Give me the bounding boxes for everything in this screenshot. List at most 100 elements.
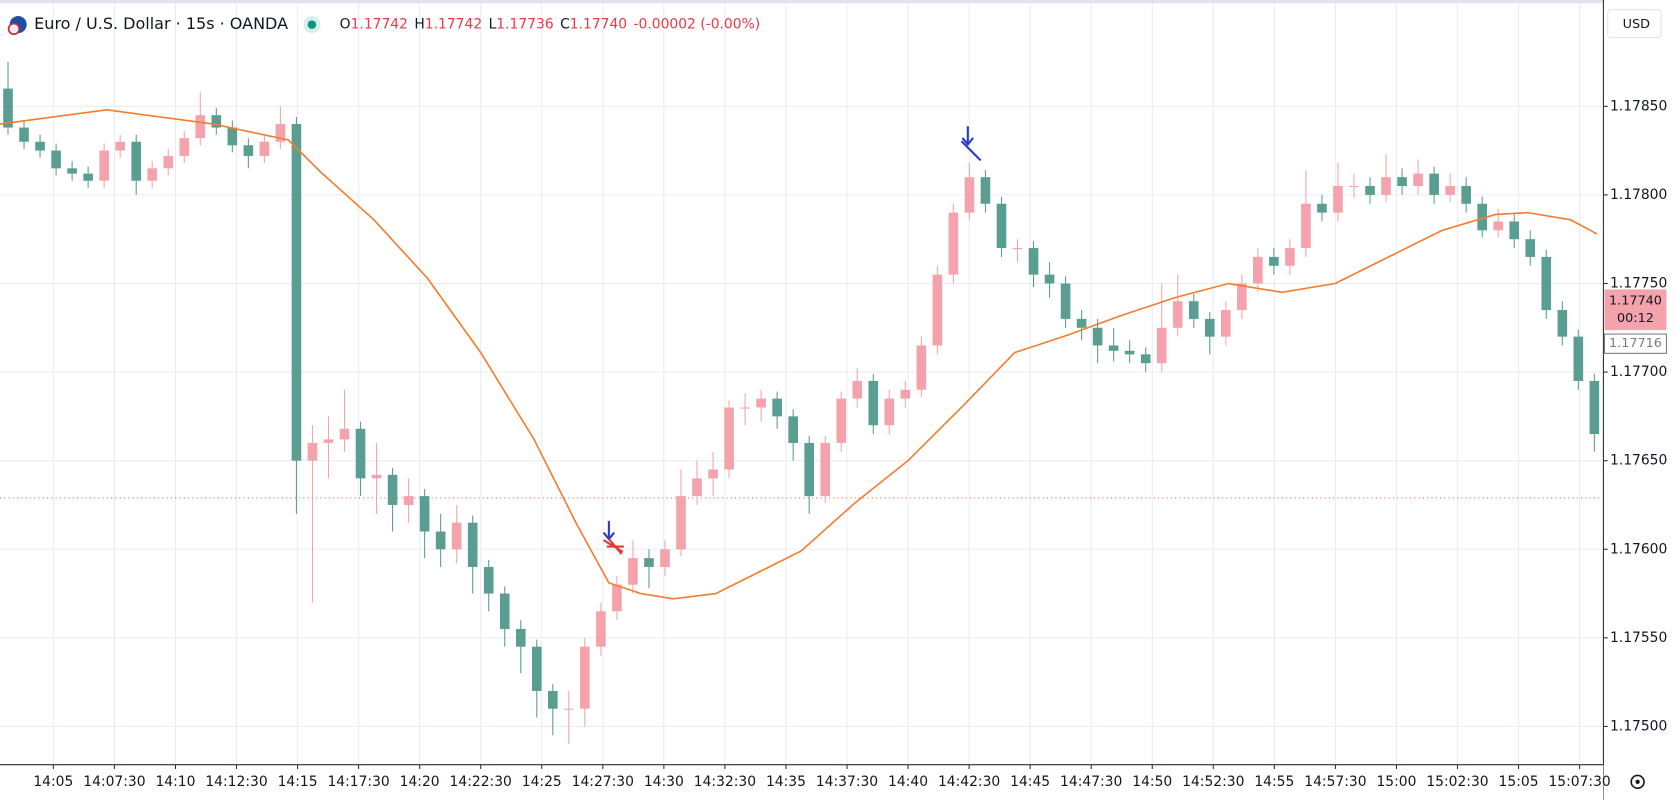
grid (0, 0, 1603, 764)
settings-icon[interactable] (1630, 774, 1645, 790)
y-tick-label: 1.17650 (1610, 453, 1667, 469)
candle-body (1365, 186, 1375, 195)
x-tick-label: 14:12:30 (205, 774, 267, 790)
candle-body (692, 478, 702, 497)
candle-body (740, 407, 750, 409)
ohlc-legend: O1.17742 H1.17742 L1.17736 C1.17740 -0.00002… (340, 17, 760, 33)
candle-body (708, 469, 718, 479)
candle-body (1060, 283, 1071, 319)
candle-body (1124, 350, 1135, 355)
axes: 1.17500 1.17550 1.17600 1.17650 1.17700 1.177… (33, 98, 1667, 790)
candle-body (1076, 318, 1087, 328)
candle-body (531, 646, 542, 691)
legend-key: C (560, 17, 570, 33)
candle-body (243, 145, 254, 156)
candle-body (916, 345, 927, 390)
legend-key: L (489, 17, 497, 33)
candle-body (371, 474, 382, 479)
candle-body (195, 115, 206, 139)
candle-body (724, 407, 734, 470)
legend-key: H (414, 17, 424, 33)
x-tick-label: 15:02:30 (1426, 774, 1488, 790)
x-tick-label: 14:55 (1254, 774, 1294, 790)
arrow-down (960, 126, 982, 162)
last-price-label: 1.17740 (1609, 294, 1662, 309)
x-tick-label: 14:57:30 (1304, 774, 1366, 790)
candle-body (35, 141, 45, 151)
candle-body (660, 549, 670, 567)
candle-body (355, 428, 366, 479)
candle-body (259, 141, 270, 156)
legend-value: 1.17742 (351, 17, 408, 33)
y-tick-label: 1.17500 (1610, 718, 1667, 734)
x-tick-label: 14:32:30 (694, 774, 756, 790)
x-tick-label: 14:52:30 (1182, 774, 1244, 790)
candle-body (1525, 239, 1536, 257)
candle-body (644, 558, 654, 567)
candle-body (147, 168, 158, 181)
candle-body (1557, 310, 1568, 337)
candle-body (628, 558, 638, 585)
alert-price-label: 1.17716 (1609, 336, 1662, 351)
x-tick-label: 14:50 (1132, 774, 1172, 790)
candle-body (1044, 274, 1055, 284)
candle-body (83, 173, 93, 181)
candle-body (1541, 256, 1552, 311)
candle-body (307, 442, 318, 461)
price-axis (1603, 0, 1675, 800)
x-tick-label: 14:10 (155, 774, 195, 790)
candle-body (451, 522, 462, 550)
candle-body (788, 416, 798, 443)
candle-body (515, 628, 526, 647)
currency-button[interactable] (1607, 9, 1662, 38)
candle-body (275, 124, 286, 142)
candle-body (1204, 318, 1215, 337)
candle-body (339, 428, 350, 440)
countdown: 00:12 (1617, 311, 1654, 326)
candle-body (1285, 248, 1295, 266)
candle-body (3, 88, 13, 128)
candle-body (435, 531, 446, 550)
legend-value: 1.17740 (570, 17, 627, 33)
candle-body (1172, 301, 1183, 328)
candle-body (676, 496, 686, 550)
y-tick-label: 1.17750 (1610, 275, 1667, 291)
arrow-down (602, 520, 616, 541)
candle-body (756, 398, 766, 408)
chart-title: Euro / U.S. Dollar · 15s · OANDA (34, 14, 288, 33)
legend-value: 1.17742 (425, 17, 482, 33)
candle-body (419, 496, 430, 532)
currency[interactable]: USD (1623, 17, 1650, 32)
settings-icon[interactable] (1630, 774, 1645, 790)
candle-body (964, 177, 975, 213)
candle-body (1237, 283, 1247, 311)
candle-body (1028, 248, 1039, 275)
candle-body (1012, 248, 1023, 250)
candle-body (612, 584, 622, 612)
candle-body (932, 274, 943, 346)
candle-body (596, 611, 606, 647)
candle-body (1108, 345, 1119, 351)
candle-body (387, 474, 398, 505)
annotations (602, 126, 982, 555)
candle-body (1573, 336, 1584, 381)
candle-body (115, 141, 125, 151)
candle-body (1349, 186, 1359, 188)
y-tick-label: 1.17550 (1610, 630, 1667, 646)
candle-body (163, 155, 174, 169)
legend-change: -0.00002 (-0.00%) (634, 17, 761, 33)
plot-area (0, 62, 1603, 745)
x-tick-label: 14:37:30 (816, 774, 878, 790)
asterisk (602, 538, 624, 555)
candle-body (900, 389, 911, 399)
candle-body (1253, 256, 1263, 284)
y-tick-label: 1.17600 (1610, 541, 1667, 557)
candle-body (99, 150, 109, 181)
settings-icon[interactable] (1635, 779, 1640, 784)
candle-body (483, 566, 494, 594)
candle-body (564, 708, 574, 710)
candle-body (1493, 221, 1504, 231)
top-border (0, 0, 1675, 4)
candle-body (227, 127, 238, 146)
candle-body (131, 141, 142, 181)
